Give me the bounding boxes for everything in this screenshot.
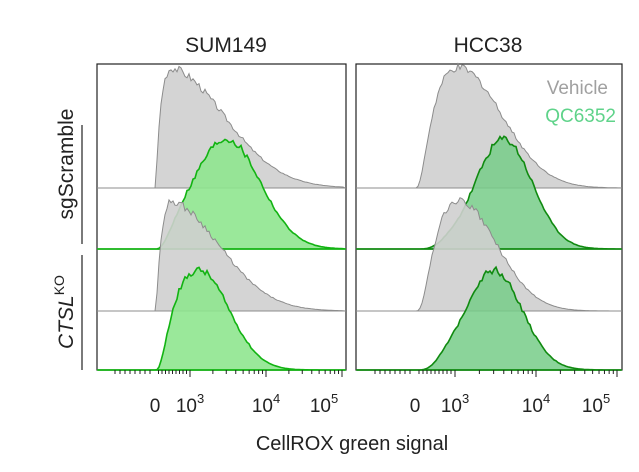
histogram-sum149-sgscramble-qc6352 xyxy=(98,138,346,250)
legend-qc6352: QC6352 xyxy=(545,106,616,127)
histogram-tracks xyxy=(97,62,622,371)
legend-vehicle: Vehicle xyxy=(547,78,608,99)
x-tick-label: 0 xyxy=(410,396,421,417)
x-tick-label: 0 xyxy=(150,396,161,417)
row-label-ctsl: CTSL xyxy=(55,295,78,349)
x-tick-label: 103 xyxy=(441,391,469,417)
x-axis-label: CellROX green signal xyxy=(256,433,448,455)
row-label-sgscramble: sgScramble xyxy=(55,109,78,220)
row-label-ko-superscript: KO xyxy=(51,275,67,295)
x-axis-ticks: 0 103 104 105 0 103 104 105 xyxy=(114,370,618,417)
row-label-ctsl-ko: CTSLKO xyxy=(51,275,78,349)
x-tick-label: 104 xyxy=(522,391,550,417)
x-tick-label: 105 xyxy=(310,391,338,417)
x-tick-label: 104 xyxy=(252,391,280,417)
x-tick-label: 105 xyxy=(582,391,610,417)
panel-title-sum149: SUM149 xyxy=(185,34,267,57)
panel-title-hcc38: HCC38 xyxy=(454,34,523,57)
x-tick-label: 103 xyxy=(176,391,204,417)
histogram-hcc38-ctsl-ko-qc6352 xyxy=(357,265,621,371)
